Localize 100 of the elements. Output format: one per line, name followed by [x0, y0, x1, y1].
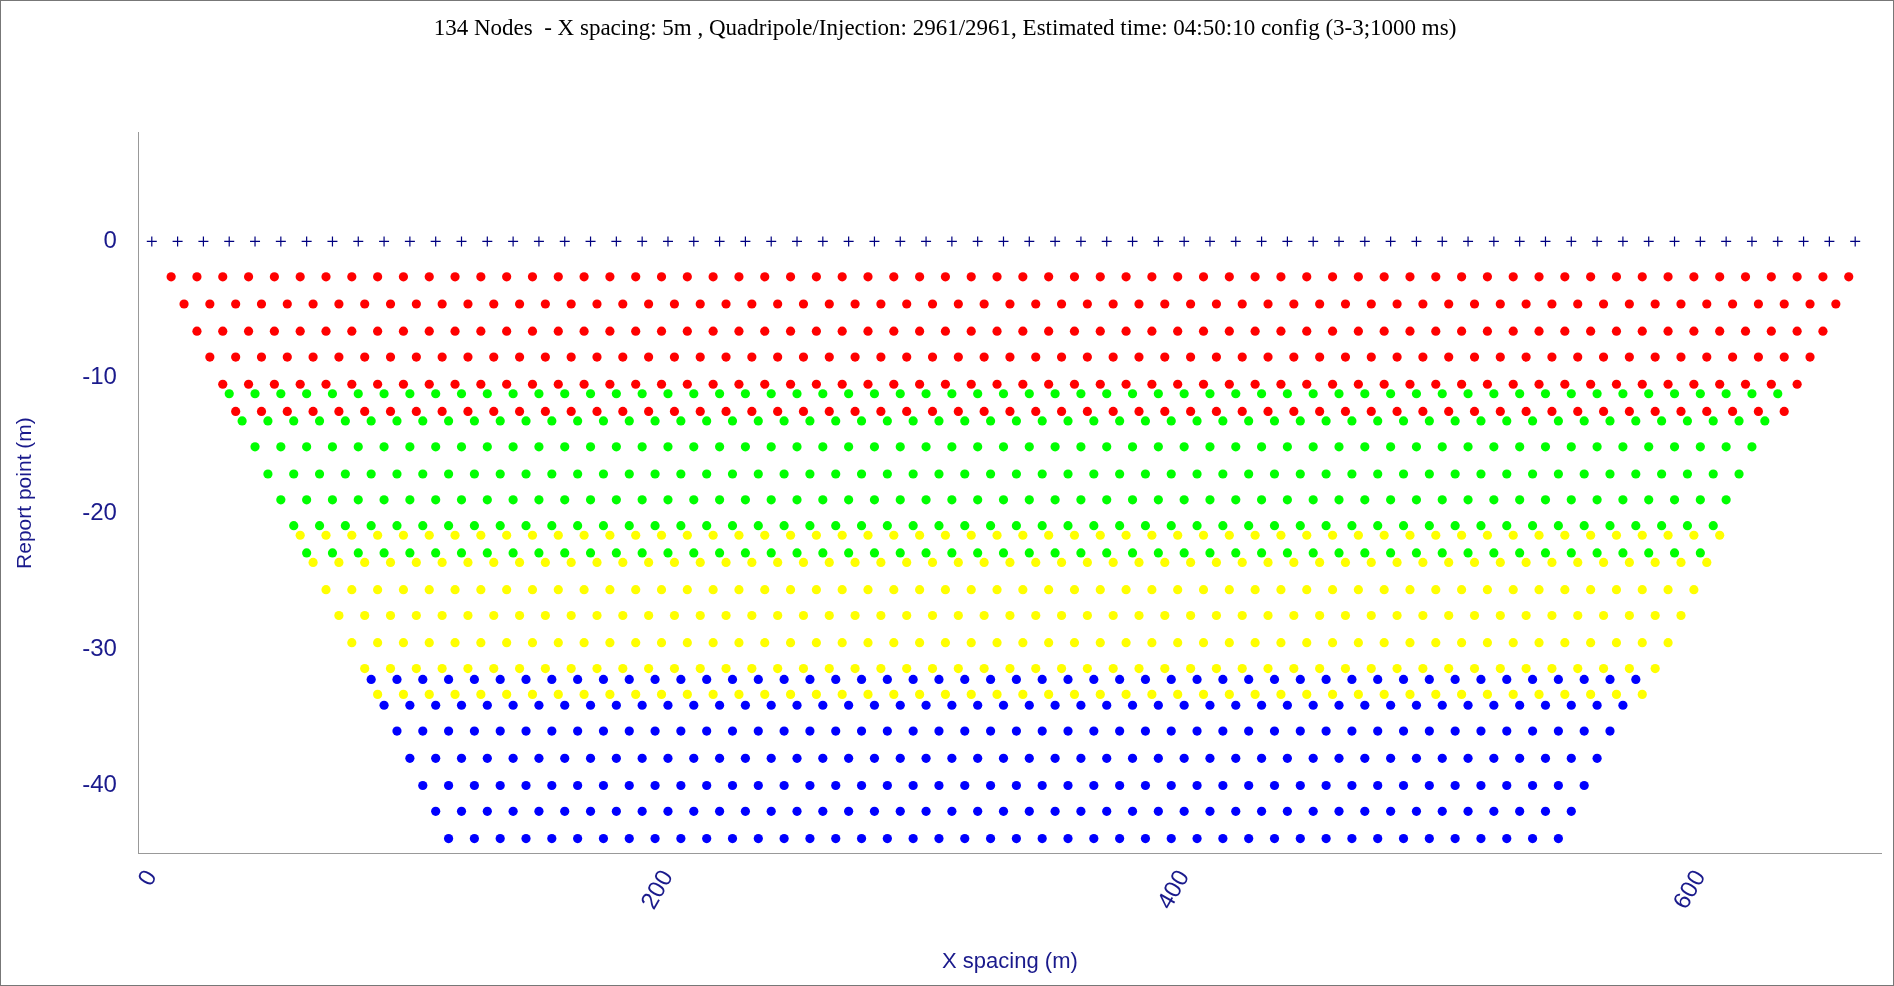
point — [1334, 753, 1344, 763]
point — [1489, 442, 1499, 452]
point — [521, 521, 531, 531]
point — [921, 495, 931, 505]
point — [624, 469, 634, 479]
point — [631, 585, 641, 595]
y-tick-label: -40 — [82, 770, 117, 798]
point — [1018, 689, 1028, 699]
point — [405, 548, 415, 558]
point — [831, 469, 841, 479]
point — [598, 833, 609, 844]
point — [714, 806, 725, 816]
point — [463, 610, 473, 621]
point — [1411, 495, 1422, 505]
point — [689, 495, 699, 505]
point — [502, 530, 512, 540]
point — [547, 469, 557, 479]
point — [1515, 753, 1525, 763]
point — [811, 689, 821, 699]
point — [876, 557, 886, 568]
point — [521, 416, 531, 426]
point — [1018, 638, 1028, 648]
point — [727, 469, 738, 479]
point — [347, 638, 357, 648]
point — [779, 674, 789, 685]
point — [908, 416, 918, 426]
point — [702, 469, 712, 479]
point — [1386, 548, 1396, 558]
point — [424, 530, 434, 540]
point — [1489, 700, 1499, 710]
point — [998, 548, 1009, 558]
point — [1115, 726, 1125, 736]
point — [669, 557, 680, 568]
point — [1024, 442, 1034, 452]
point — [740, 442, 750, 452]
point — [708, 530, 718, 540]
point — [605, 689, 615, 699]
point — [656, 585, 667, 595]
point — [1179, 806, 1189, 816]
point — [573, 726, 583, 736]
point — [818, 548, 828, 558]
point — [747, 557, 757, 568]
point — [508, 806, 518, 816]
point — [1102, 806, 1112, 816]
point — [1444, 610, 1454, 621]
point — [1082, 610, 1092, 621]
point — [1495, 663, 1505, 674]
point — [1256, 442, 1267, 452]
point — [1153, 806, 1163, 816]
point — [908, 726, 918, 736]
point — [908, 469, 918, 479]
point — [1302, 530, 1312, 540]
point — [1069, 638, 1080, 648]
point — [1527, 780, 1538, 791]
point — [560, 442, 570, 452]
point — [1140, 833, 1151, 844]
point — [1263, 610, 1273, 621]
point — [392, 521, 402, 531]
point — [1669, 495, 1680, 505]
point — [1502, 416, 1512, 426]
point — [379, 700, 389, 710]
point — [656, 689, 667, 699]
point — [566, 610, 576, 621]
point — [521, 726, 531, 736]
point — [547, 833, 557, 844]
point — [1360, 806, 1370, 816]
point — [1127, 806, 1138, 816]
point — [347, 585, 357, 595]
x-tick-label: 0 — [131, 865, 162, 891]
point — [824, 557, 834, 568]
point — [766, 442, 776, 452]
point — [1579, 780, 1589, 791]
y-tick-label: -30 — [82, 634, 117, 662]
point — [998, 753, 1009, 763]
point — [553, 638, 563, 648]
point — [1734, 469, 1744, 479]
point — [1515, 548, 1525, 558]
point — [1540, 442, 1551, 452]
point — [915, 638, 925, 648]
point — [1418, 610, 1428, 621]
point — [811, 585, 821, 595]
point — [1127, 700, 1138, 710]
point — [779, 833, 789, 844]
point — [1102, 700, 1112, 710]
point — [1218, 416, 1228, 426]
point — [1108, 663, 1118, 674]
point — [1334, 700, 1344, 710]
point — [837, 530, 847, 540]
point — [1527, 726, 1538, 736]
point — [753, 726, 763, 736]
point — [618, 557, 628, 568]
point — [1386, 806, 1396, 816]
point — [598, 780, 609, 791]
point — [1308, 548, 1318, 558]
point — [1224, 689, 1234, 699]
point — [708, 585, 718, 595]
point — [1476, 469, 1486, 479]
point — [1682, 521, 1693, 531]
point — [1302, 638, 1312, 648]
point — [379, 442, 389, 452]
